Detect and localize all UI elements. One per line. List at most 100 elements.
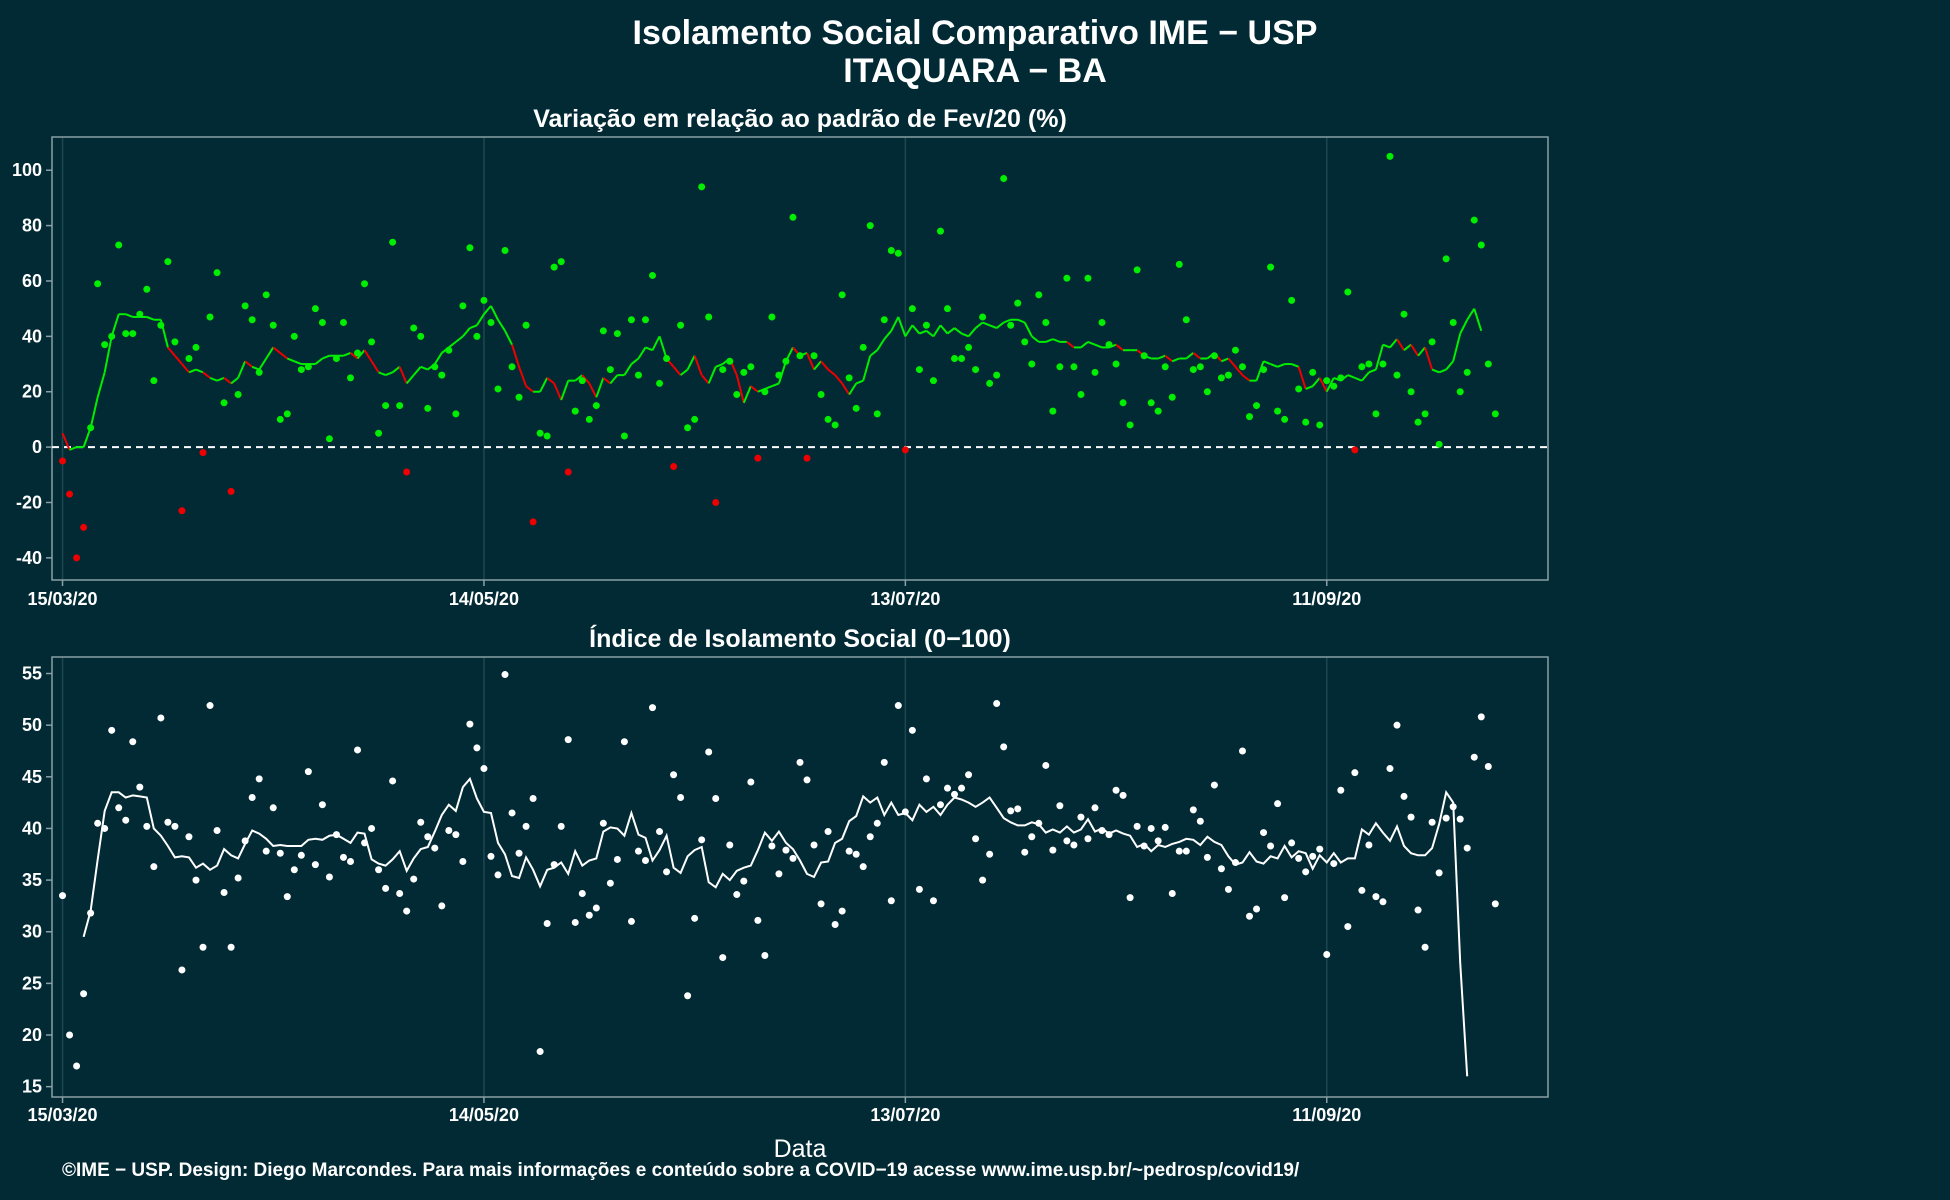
data-point xyxy=(178,507,186,515)
data-point xyxy=(332,355,340,362)
moving-average-segment xyxy=(953,327,963,335)
moving-average-segment xyxy=(813,360,822,371)
data-point xyxy=(705,313,713,321)
data-point xyxy=(1000,175,1008,183)
data-point xyxy=(1007,321,1015,329)
data-point xyxy=(656,828,664,836)
moving-average-segment xyxy=(602,377,611,385)
moving-average-segment xyxy=(1368,368,1377,374)
moving-average-segment xyxy=(919,329,927,335)
moving-average-segment xyxy=(750,385,759,393)
moving-average-segment xyxy=(1277,363,1285,368)
moving-average-segment xyxy=(511,344,521,368)
data-point xyxy=(641,316,649,324)
data-point xyxy=(1154,407,1162,415)
moving-average-segment xyxy=(651,335,661,351)
data-point xyxy=(262,291,270,299)
data-point xyxy=(129,738,137,746)
data-point xyxy=(1126,894,1134,902)
data-point xyxy=(213,269,221,277)
data-point xyxy=(775,870,783,878)
moving-average-segment xyxy=(1023,322,1033,337)
data-point xyxy=(768,313,776,321)
moving-average-segment xyxy=(504,330,513,346)
data-point xyxy=(1042,319,1050,327)
data-point xyxy=(431,844,439,852)
moving-average-segment xyxy=(1094,343,1103,349)
data-point xyxy=(1147,824,1155,832)
moving-average-segment xyxy=(1354,376,1363,382)
moving-average-segment xyxy=(293,360,302,365)
data-point xyxy=(1238,747,1246,755)
moving-average-segment xyxy=(1164,354,1173,363)
moving-average-segment xyxy=(363,349,373,362)
data-point xyxy=(66,490,74,498)
data-point xyxy=(115,241,123,249)
data-point xyxy=(1084,835,1092,843)
data-point xyxy=(1224,371,1232,379)
moving-average-segment xyxy=(679,368,689,376)
moving-average-segment xyxy=(286,357,295,363)
moving-average-segment xyxy=(911,324,921,335)
data-point xyxy=(543,919,551,927)
data-point xyxy=(571,407,579,415)
data-point xyxy=(1281,894,1289,902)
data-point xyxy=(1442,255,1450,263)
x-tick-label: 13/07/20 xyxy=(870,589,940,609)
moving-average-segment xyxy=(96,372,106,398)
data-point xyxy=(1435,440,1443,448)
data-point xyxy=(887,897,895,905)
data-point xyxy=(522,321,530,329)
data-point xyxy=(1358,886,1366,894)
data-point xyxy=(1309,852,1317,860)
data-point xyxy=(649,271,657,279)
data-point xyxy=(101,341,109,349)
data-point xyxy=(859,863,867,871)
data-point xyxy=(508,363,516,371)
data-point xyxy=(986,379,994,387)
data-point xyxy=(473,332,481,340)
data-point xyxy=(1217,865,1225,873)
data-point xyxy=(1105,831,1113,839)
data-point xyxy=(248,316,256,324)
data-point xyxy=(1477,241,1485,249)
data-point xyxy=(958,784,966,792)
data-point xyxy=(248,793,256,801)
data-point xyxy=(1351,769,1359,777)
moving-average-segment xyxy=(834,374,843,385)
data-point xyxy=(1140,842,1148,850)
data-point xyxy=(620,432,628,440)
data-point xyxy=(1372,410,1380,418)
moving-average-segment xyxy=(1424,347,1434,370)
moving-average-segment xyxy=(469,324,478,329)
data-point xyxy=(1491,900,1499,908)
data-point xyxy=(754,454,762,462)
moving-average-segment xyxy=(518,366,528,387)
moving-average-segment xyxy=(174,355,183,365)
data-point xyxy=(178,966,186,974)
moving-average-segment xyxy=(110,313,120,337)
moving-average-segment xyxy=(1305,385,1314,390)
data-point xyxy=(220,399,228,407)
data-point xyxy=(529,518,537,526)
data-point xyxy=(817,390,825,398)
data-point xyxy=(1407,388,1415,396)
moving-average-segment xyxy=(1192,352,1201,360)
data-point xyxy=(915,885,923,893)
data-point xyxy=(936,227,944,235)
data-point xyxy=(993,699,1001,707)
moving-average-segment xyxy=(1403,343,1412,351)
data-point xyxy=(382,884,390,892)
data-point xyxy=(1288,839,1296,847)
data-point xyxy=(143,822,151,830)
data-point xyxy=(943,784,951,792)
data-point xyxy=(150,863,158,871)
data-point xyxy=(740,368,748,376)
data-point xyxy=(908,305,916,313)
moving-average-segment xyxy=(735,374,745,404)
data-point xyxy=(1295,385,1303,393)
moving-average-segment xyxy=(378,371,386,377)
data-point xyxy=(613,330,621,338)
data-point xyxy=(185,833,193,841)
data-point xyxy=(515,849,523,857)
